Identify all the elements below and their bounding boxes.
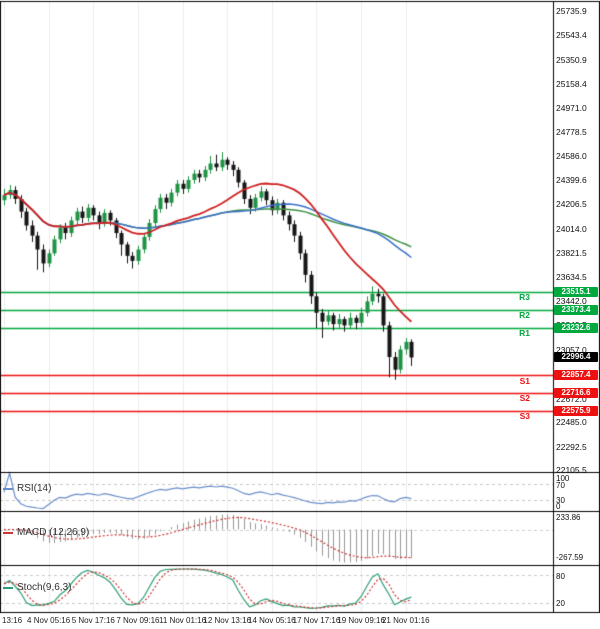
time-label: 19 Nov 09:16 xyxy=(337,616,385,625)
rs-label-s3: S3 xyxy=(519,411,530,422)
rsi-panel-label: RSI(14) xyxy=(3,483,51,494)
price-tick: 23821.5 xyxy=(556,248,587,259)
time-label: 14 Nov 05:16 xyxy=(248,616,296,625)
rs-label-s2: S2 xyxy=(519,393,530,404)
rsi-axis-tick: 70 xyxy=(556,480,565,490)
price-tick: 23634.5 xyxy=(556,271,587,282)
price-tick: 25350.9 xyxy=(556,54,587,65)
macd-panel-label: MACD (12,26,9) xyxy=(3,527,89,538)
price-tick: 22485.0 xyxy=(556,417,587,428)
price-tick: 22105.5 xyxy=(556,465,587,476)
price-tick: 24971.0 xyxy=(556,102,587,113)
price-tick: 22292.5 xyxy=(556,441,587,452)
stoch-label-text: Stoch(9,6,3) xyxy=(17,582,72,593)
macd-label-text: MACD (12,26,9) xyxy=(17,527,90,538)
time-label: 5 Nov 17:16 xyxy=(71,616,115,625)
rsi-label-text: RSI(14) xyxy=(17,483,52,494)
price-tick: 25735.9 xyxy=(556,5,587,16)
price-tick: 24206.5 xyxy=(556,199,587,210)
price-tick: 25158.4 xyxy=(556,79,587,90)
rs-label-r3: R3 xyxy=(519,292,530,303)
pivot-box-s2: 22716.6 xyxy=(554,387,598,398)
price-tick: 23442.0 xyxy=(556,296,587,307)
price-tick: 24778.5 xyxy=(556,127,587,138)
stoch-panel-label: Stoch(9,6,3) xyxy=(3,582,71,593)
macd-line-sample-icon xyxy=(3,531,13,534)
pivot-box-s3: 22575.9 xyxy=(554,405,598,416)
pivot-box-r1: 23232.6 xyxy=(554,322,598,333)
pivot-box-s1: 22857.4 xyxy=(554,370,598,381)
time-label: 13:16 xyxy=(2,616,23,625)
pivot-box-r3: 23515.1 xyxy=(554,286,598,297)
time-label: 12 Nov 13:16 xyxy=(203,616,251,625)
price-tick: 22672.0 xyxy=(556,393,587,404)
time-label: 17 Nov 17:16 xyxy=(292,616,341,625)
rs-label-r1: R1 xyxy=(519,328,530,339)
time-label: 4 Nov 05:16 xyxy=(27,616,71,625)
pivot-box-r2: 23373.4 xyxy=(554,304,598,315)
rsi-line-sample-icon xyxy=(3,487,13,490)
macd-axis-tick: 233.86 xyxy=(556,513,581,522)
price-tick: 25543.4 xyxy=(556,30,587,41)
time-label: 7 Nov 09:16 xyxy=(116,616,160,625)
rsi-axis-tick: 100 xyxy=(556,474,570,483)
rs-label-s1: S1 xyxy=(519,375,530,386)
price-tick: 24014.0 xyxy=(556,223,587,234)
rsi-axis-tick: 0 xyxy=(556,502,561,511)
stoch-axis-tick: 80 xyxy=(556,571,565,581)
price-tick: 24399.6 xyxy=(556,175,587,185)
time-label: 21 Nov 01:16 xyxy=(381,616,430,625)
stoch-line-sample-icon xyxy=(3,586,13,589)
rs-label-r2: R2 xyxy=(519,310,530,321)
current-price-box: 22996.4 xyxy=(554,352,598,363)
rsi-axis-tick: 30 xyxy=(556,496,565,506)
price-tick: 23057.0 xyxy=(556,344,587,355)
time-label: 11 Nov 01:16 xyxy=(159,616,207,625)
macd-axis-tick: -267.59 xyxy=(556,553,584,562)
price-tick: 24586.0 xyxy=(556,151,587,162)
stoch-axis-tick: 20 xyxy=(556,599,565,609)
